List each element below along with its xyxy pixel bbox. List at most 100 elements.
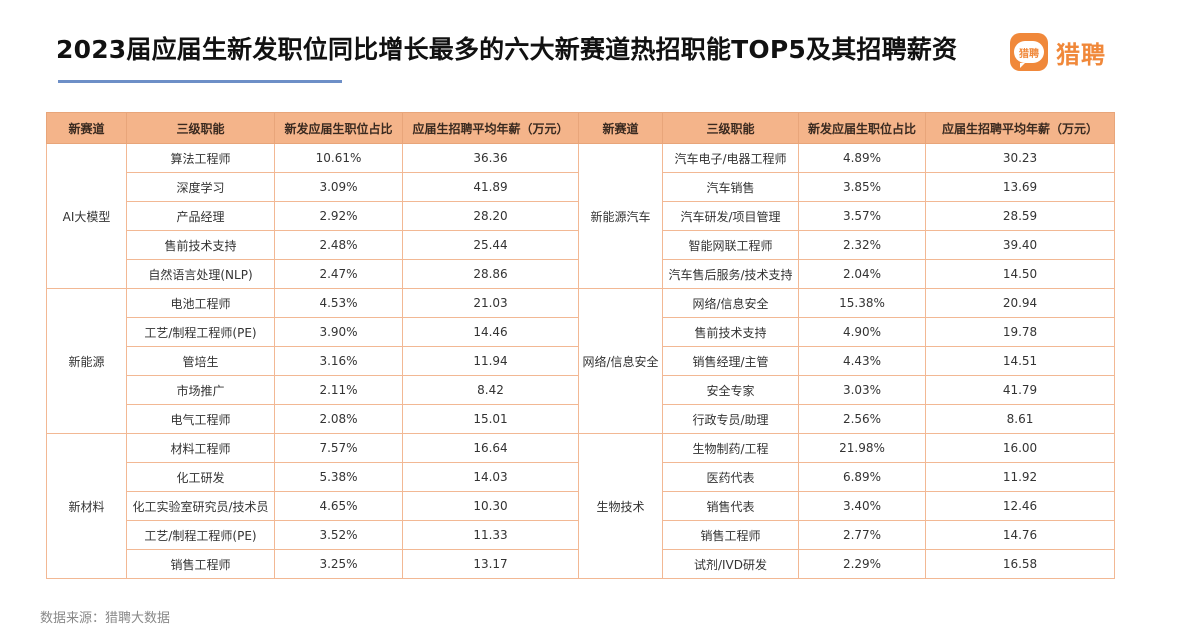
role-cell: 医药代表 [662,462,799,492]
role-cell: 汽车电子/电器工程师 [662,143,799,173]
salary-cell: 12.46 [925,491,1115,521]
role-cell: 销售工程师 [662,520,799,550]
table-row: 化工实验室研究员/技术员 4.65% 10.30 销售代表 3.40% 12.46 [47,491,1115,521]
share-cell: 15.38% [798,288,926,318]
title-underline [58,80,342,83]
share-cell: 2.29% [798,549,926,579]
share-cell: 2.92% [274,201,403,231]
liepin-logo: 猎聘 猎聘 [1010,32,1106,72]
table-header-row: 新赛道 三级职能 新发应届生职位占比 应届生招聘平均年薪（万元） 新赛道 三级职… [46,112,1115,144]
share-cell: 3.03% [798,375,926,405]
salary-cell: 30.23 [925,143,1115,173]
salary-cell: 13.69 [925,172,1115,202]
share-cell: 6.89% [798,462,926,492]
track-cell: 新材料 [46,433,127,579]
share-cell: 3.25% [274,549,403,579]
role-cell: 工艺/制程工程师(PE) [126,520,275,550]
table-row: 自然语言处理(NLP) 2.47% 28.86 汽车售后服务/技术支持 2.04% 14.… [47,259,1115,289]
table-row: AI大模型 算法工程师 10.61% 36.36 新能源汽车 汽车电子/电器工程师 4.89… [46,143,1115,289]
share-cell: 2.04% [798,259,926,289]
logo-bubble-text: 猎聘 [1014,41,1044,68]
salary-cell: 28.59 [925,201,1115,231]
role-cell: 网络/信息安全 [662,288,799,318]
track-cell: 网络/信息安全 [578,288,663,434]
role-cell: 售前技术支持 [126,230,275,260]
salary-cell: 28.20 [402,201,579,231]
role-cell: 产品经理 [126,201,275,231]
salary-cell: 13.17 [402,549,579,579]
share-cell: 2.32% [798,230,926,260]
role-cell: 算法工程师 [126,143,275,173]
salary-cell: 14.03 [402,462,579,492]
salary-cell: 39.40 [925,230,1115,260]
role-cell: 电池工程师 [126,288,275,318]
track-cell: 新能源 [46,288,127,434]
logo-icon: 猎聘 [1010,33,1048,71]
table-body: AI大模型 算法工程师 10.61% 36.36 新能源汽车 汽车电子/电器工程师 4.89… [46,143,1115,579]
table-row: 工艺/制程工程师(PE) 3.52% 11.33 销售工程师 2.77% 14.76 [47,520,1115,550]
role-cell: 试剂/IVD研发 [662,549,799,579]
salary-cell: 21.03 [402,288,579,318]
salary-cell: 16.00 [925,433,1115,463]
role-cell: 工艺/制程工程师(PE) [126,317,275,347]
data-source: 数据来源：猎聘大数据 [40,611,171,626]
salary-cell: 11.33 [402,520,579,550]
role-cell: 管培生 [126,346,275,376]
header-share-left: 新发应届生职位占比 [274,112,403,144]
salary-cell: 11.94 [402,346,579,376]
share-cell: 4.65% [274,491,403,521]
header-role-right: 三级职能 [662,112,799,144]
salary-cell: 20.94 [925,288,1115,318]
salary-cell: 14.76 [925,520,1115,550]
header-salary-left: 应届生招聘平均年薪（万元） [402,112,579,144]
share-cell: 3.40% [798,491,926,521]
role-cell: 化工实验室研究员/技术员 [126,491,275,521]
track-cell: 生物技术 [578,433,663,579]
share-cell: 2.56% [798,404,926,434]
share-cell: 3.09% [274,172,403,202]
salary-cell: 41.79 [925,375,1115,405]
salary-cell: 19.78 [925,317,1115,347]
salary-cell: 14.46 [402,317,579,347]
salary-table: 新赛道 三级职能 新发应届生职位占比 应届生招聘平均年薪（万元） 新赛道 三级职… [46,112,1115,579]
share-cell: 4.89% [798,143,926,173]
salary-cell: 41.89 [402,172,579,202]
role-cell: 销售代表 [662,491,799,521]
share-cell: 10.61% [274,143,403,173]
role-cell: 售前技术支持 [662,317,799,347]
logo-text: 猎聘 [1056,40,1106,69]
share-cell: 3.16% [274,346,403,376]
role-cell: 深度学习 [126,172,275,202]
table-row: 电气工程师 2.08% 15.01 行政专员/助理 2.56% 8.61 [47,404,1115,434]
salary-cell: 25.44 [402,230,579,260]
salary-cell: 15.01 [402,404,579,434]
table-row: 新材料 材料工程师 7.57% 16.64 生物技术 生物制药/工程 21.98% 16.00 [46,433,1115,579]
header-share-right: 新发应届生职位占比 [798,112,926,144]
role-cell: 汽车研发/项目管理 [662,201,799,231]
role-cell: 材料工程师 [126,433,275,463]
share-cell: 2.11% [274,375,403,405]
role-cell: 生物制药/工程 [662,433,799,463]
role-cell: 汽车销售 [662,172,799,202]
share-cell: 3.85% [798,172,926,202]
table-row: 销售工程师 3.25% 13.17 试剂/IVD研发 2.29% 16.58 [47,549,1115,579]
header-track-right: 新赛道 [578,112,663,144]
role-cell: 智能网联工程师 [662,230,799,260]
share-cell: 2.47% [274,259,403,289]
share-cell: 2.48% [274,230,403,260]
role-cell: 行政专员/助理 [662,404,799,434]
salary-cell: 10.30 [402,491,579,521]
salary-cell: 14.51 [925,346,1115,376]
role-cell: 自然语言处理(NLP) [126,259,275,289]
role-cell: 销售经理/主管 [662,346,799,376]
role-cell: 化工研发 [126,462,275,492]
salary-cell: 28.86 [402,259,579,289]
share-cell: 5.38% [274,462,403,492]
share-cell: 4.90% [798,317,926,347]
track-cell: 新能源汽车 [578,143,663,289]
share-cell: 7.57% [274,433,403,463]
table-row: 新能源 电池工程师 4.53% 21.03 网络/信息安全 网络/信息安全 15.38% 20… [46,288,1115,434]
role-cell: 汽车售后服务/技术支持 [662,259,799,289]
table-row: 化工研发 5.38% 14.03 医药代表 6.89% 11.92 [47,462,1115,492]
share-cell: 2.08% [274,404,403,434]
